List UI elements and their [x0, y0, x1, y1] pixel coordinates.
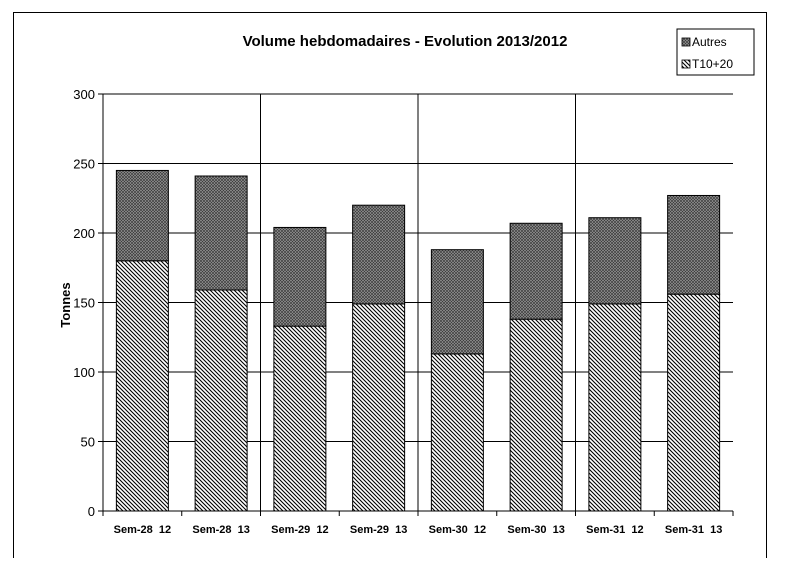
- group-separators: [260, 94, 576, 511]
- bar-t10-20-3: [352, 303, 406, 512]
- bar-autres-3: [352, 204, 406, 305]
- x-tick-label-7: Sem-31 13: [665, 524, 722, 536]
- chart-frame: [13, 12, 767, 558]
- y-tick-label-150: 150: [73, 296, 95, 311]
- bar-t10-20-0: [115, 260, 169, 512]
- legend: Autres T10+20: [676, 28, 755, 76]
- y-tick-label-300: 300: [73, 87, 95, 102]
- bar-autres-5: [509, 222, 563, 320]
- x-tick-label-4: Sem-30 12: [429, 524, 486, 536]
- legend-label-t10-20: T10+20: [692, 57, 733, 71]
- bar-autres-4: [430, 249, 484, 355]
- bar-autres-7: [667, 194, 721, 295]
- x-tick-labels: Sem-28 12 Sem-28 13 Sem-29 12 Sem-29 13 Sem-…: [114, 524, 723, 536]
- legend-swatch-t10-20: [681, 59, 691, 69]
- legend-label-autres: Autres: [692, 35, 727, 49]
- x-tick-label-2: Sem-29 12: [271, 524, 328, 536]
- x-tick-label-3: Sem-29 13: [350, 524, 407, 536]
- y-tick-label-200: 200: [73, 226, 95, 241]
- x-tick-label-0: Sem-28 12: [114, 524, 171, 536]
- bar-autres-0: [115, 169, 169, 262]
- y-tick-label-0: 0: [88, 504, 95, 519]
- bar-t10-20-5: [509, 318, 563, 512]
- x-tick-label-6: Sem-31 12: [586, 524, 643, 536]
- legend-swatch-autres: [681, 37, 691, 47]
- y-tick-label-50: 50: [81, 435, 95, 450]
- y-axis-label: Tonnes: [58, 282, 73, 327]
- bar-autres-1: [194, 175, 248, 291]
- x-tick-label-5: Sem-30 13: [507, 524, 564, 536]
- bar-t10-20-1: [194, 289, 248, 512]
- y-tick-labels: 0 50 100 150 200 250 300: [73, 87, 95, 519]
- bar-autres-6: [588, 217, 642, 305]
- axes: [98, 93, 734, 516]
- bar-autres-2: [273, 226, 327, 327]
- chart-title: Volume hebdomadaires - Evolution 2013/20…: [243, 33, 568, 50]
- x-tick-label-1: Sem-28 13: [192, 524, 249, 536]
- y-tick-label-100: 100: [73, 365, 95, 380]
- bar-t10-20-2: [273, 325, 327, 512]
- bar-t10-20-7: [667, 293, 721, 512]
- y-tick-label-250: 250: [73, 157, 95, 172]
- bar-t10-20-4: [430, 353, 484, 512]
- bar-t10-20-6: [588, 303, 642, 512]
